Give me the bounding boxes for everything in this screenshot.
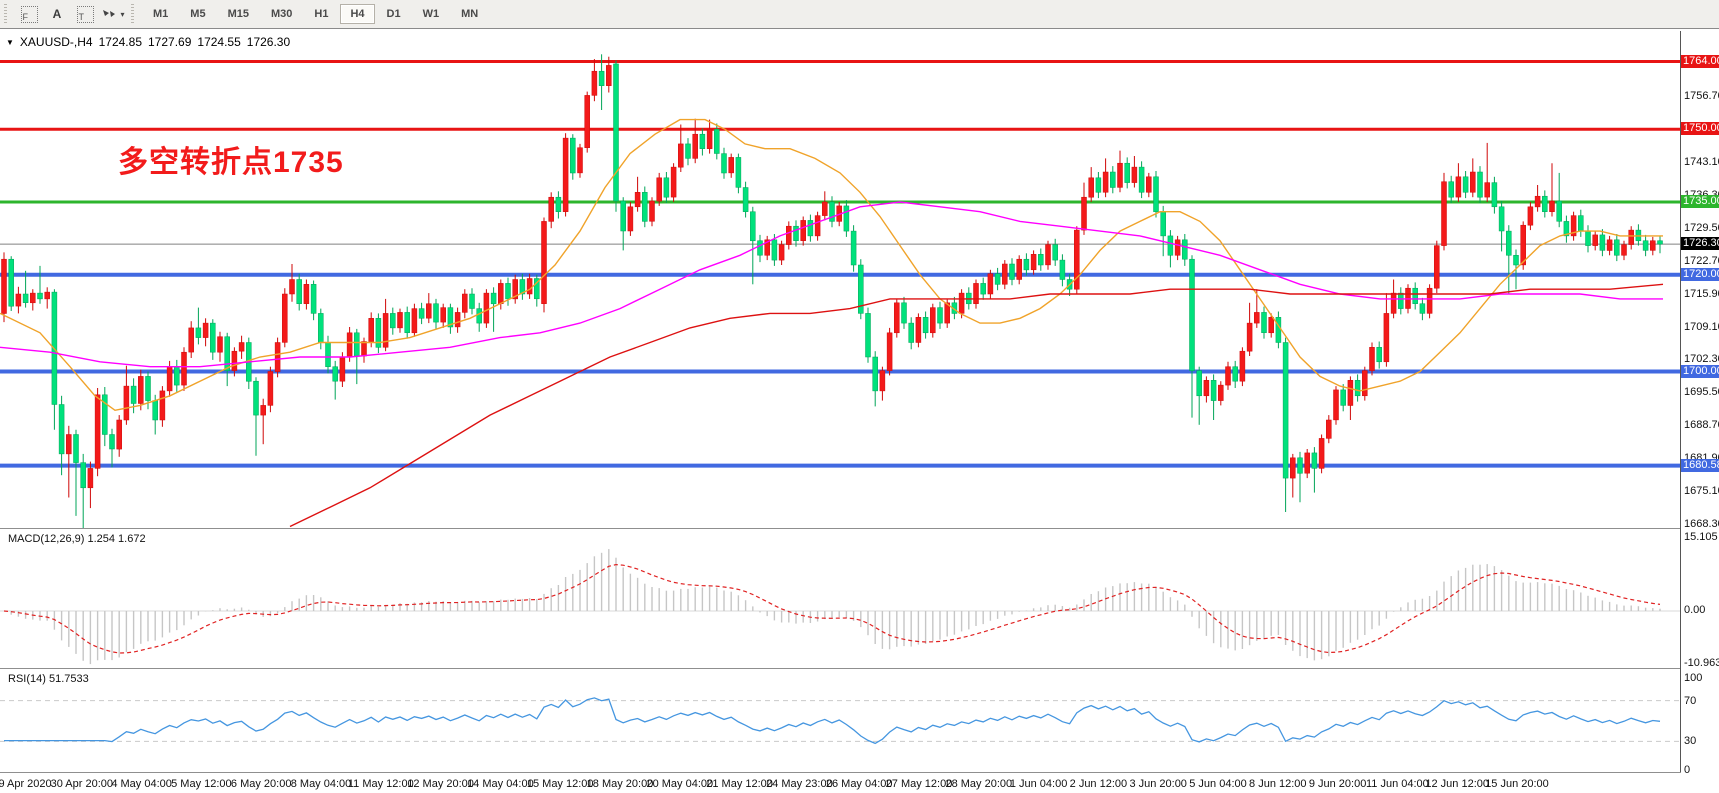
price-tick-label: 1675.10 (1684, 485, 1719, 498)
time-axis-label: 20 May 04:00 (646, 778, 714, 790)
macd-pane[interactable]: MACD(12,26,9) 1.254 1.672 (0, 530, 1681, 668)
time-axis-label: 11 Jun 04:00 (1365, 778, 1429, 790)
time-axis-label: 3 Jun 20:00 (1129, 778, 1187, 790)
macd-signal-line (3, 563, 1661, 654)
macd-chart[interactable] (0, 530, 1681, 668)
chevron-down-icon: ▾ (120, 9, 125, 19)
time-axis-label: 14 May 04:00 (467, 778, 534, 790)
close-value: 1726.30 (246, 35, 291, 49)
price-tick-label: 1668.30 (1684, 518, 1719, 531)
rsi-indicator-label: RSI(14) 51.7533 (8, 673, 89, 685)
high-value: 1727.69 (148, 35, 192, 49)
price-tick-label: 15.105 (1684, 531, 1718, 543)
time-axis-label: 18 May 20:00 (586, 778, 654, 790)
timeframe-button-group: M1 M5 M15 M30 H1 H4 D1 W1 MN (142, 4, 489, 24)
price-tick-label: 1729.50 (1684, 221, 1719, 234)
price-tick-label: 0.00 (1684, 604, 1706, 616)
price-tick-label: 1715.90 (1684, 287, 1719, 300)
rsi-pane-bottom-border (0, 772, 1719, 773)
price-level-badge: 1750.00 (1681, 122, 1719, 136)
time-axis-label: 4 May 04:00 (111, 778, 172, 790)
price-tick-label: 1702.30 (1684, 353, 1719, 366)
candles (1, 54, 1663, 528)
rsi-pane[interactable]: RSI(14) 51.7533 (0, 670, 1681, 772)
timeframe-button-M30[interactable]: M30 (270, 8, 293, 20)
ma-slow-red (289, 283, 1664, 528)
time-axis-label: 26 May 04:00 (825, 778, 893, 790)
price-level-badge: 1720.00 (1681, 267, 1719, 281)
price-tick-label: 1743.10 (1684, 155, 1719, 168)
arrows-tool-icon[interactable]: ▾ (100, 2, 126, 26)
time-axis-label: 2 Jun 12:00 (1069, 778, 1128, 790)
price-tick-label: 0 (1684, 764, 1691, 776)
timeframe-button-M1[interactable]: M1 (153, 8, 169, 20)
toolbar-grip-2[interactable] (131, 4, 138, 24)
price-level-badge: 1735.00 (1681, 195, 1719, 208)
time-axis-label: 15 May 12:00 (526, 778, 594, 790)
timeframe-button-MN[interactable]: MN (461, 8, 479, 20)
time-axis-label: 12 Jun 12:00 (1425, 778, 1489, 790)
toolbar: F A T ▾ M1 M5 M15 M30 H1 H4 D1 W1 MN (0, 0, 1719, 29)
ma-mid-magenta (0, 201, 1663, 368)
price-level-badge: 1726.30 (1681, 237, 1719, 251)
time-axis-label: 12 May 20:00 (407, 778, 474, 790)
price-axis[interactable]: 1668.301675.101681.901688.701695.501702.… (1681, 29, 1719, 793)
time-axis-label: 21 May 12:00 (706, 778, 773, 790)
arrows-glyph (103, 10, 116, 17)
price-tick-label: 30 (1684, 735, 1697, 748)
rsi-chart[interactable] (0, 670, 1681, 772)
price-tick-label: 1756.70 (1684, 89, 1719, 102)
time-axis-label: 5 May 12:00 (171, 778, 232, 790)
symbol-ohlc-title: ▼ XAUUSD-,H4 1724.85 1727.69 1724.55 172… (6, 35, 290, 49)
time-axis-label: 6 May 20:00 (230, 778, 292, 790)
price-tick-label: 1722.70 (1684, 254, 1719, 267)
price-axis-border (1680, 31, 1681, 772)
main-chart-pane[interactable]: ▼ XAUUSD-,H4 1724.85 1727.69 1724.55 172… (0, 31, 1681, 528)
candlestick-chart[interactable] (0, 31, 1681, 528)
time-axis-label: 27 May 12:00 (885, 778, 953, 790)
macd-indicator-label: MACD(12,26,9) 1.254 1.672 (8, 533, 146, 545)
text-box-tool-icon[interactable]: T (72, 2, 98, 26)
time-axis-label: 5 Jun 04:00 (1189, 778, 1247, 790)
rsi-line (4, 697, 1661, 745)
price-tick-label: -10.963 (1684, 657, 1719, 669)
price-level-badge: 1680.58 (1681, 458, 1719, 472)
time-axis-label: 8 May 04:00 (290, 778, 352, 790)
time-axis-label: 24 May 23:00 (766, 778, 833, 790)
price-tick-label: 1688.70 (1684, 419, 1719, 432)
symbol-period-label: XAUUSD-,H4 (19, 35, 93, 49)
timeframe-button-M15[interactable]: M15 (227, 8, 249, 20)
time-axis-label: 29 Apr 2020 (0, 778, 52, 790)
symbol-dropdown-icon[interactable]: ▼ (6, 37, 14, 47)
price-tick-label: 70 (1684, 694, 1697, 707)
time-axis-label: 11 May 12:00 (347, 778, 414, 790)
time-axis-label: 28 May 20:00 (945, 778, 1013, 790)
open-value: 1724.85 (98, 35, 142, 49)
price-level-badge: 1700.00 (1681, 364, 1719, 378)
timeframe-button-H4[interactable]: H4 (340, 4, 375, 24)
time-axis-label: 15 Jun 20:00 (1485, 778, 1549, 790)
price-tick-label: 1709.10 (1684, 320, 1719, 333)
price-level-badge: 1764.00 (1681, 54, 1719, 68)
toolbar-grip[interactable] (4, 4, 11, 24)
dotted-box-f-tool-icon[interactable]: F (16, 2, 42, 26)
timeframe-button-H1[interactable]: H1 (314, 8, 329, 20)
text-a-tool-icon[interactable]: A (52, 7, 62, 21)
low-value: 1724.55 (197, 35, 241, 49)
price-tick-label: 1695.50 (1684, 386, 1719, 399)
time-axis-label: 30 Apr 20:00 (50, 778, 113, 790)
time-axis-label: 9 Jun 20:00 (1308, 778, 1367, 790)
macd-histogram (10, 549, 1661, 665)
price-tick-label: 100 (1684, 672, 1703, 684)
timeframe-button-D1[interactable]: D1 (386, 8, 401, 20)
time-axis-label: 8 Jun 12:00 (1249, 778, 1307, 790)
timeframe-button-W1[interactable]: W1 (422, 8, 440, 20)
timeframe-button-M5[interactable]: M5 (190, 8, 206, 20)
chart-annotation-text: 多空转折点1735 (118, 146, 344, 179)
time-axis-label: 1 Jun 04:00 (1009, 778, 1068, 790)
chart-window: ▼ XAUUSD-,H4 1724.85 1727.69 1724.55 172… (0, 28, 1719, 793)
